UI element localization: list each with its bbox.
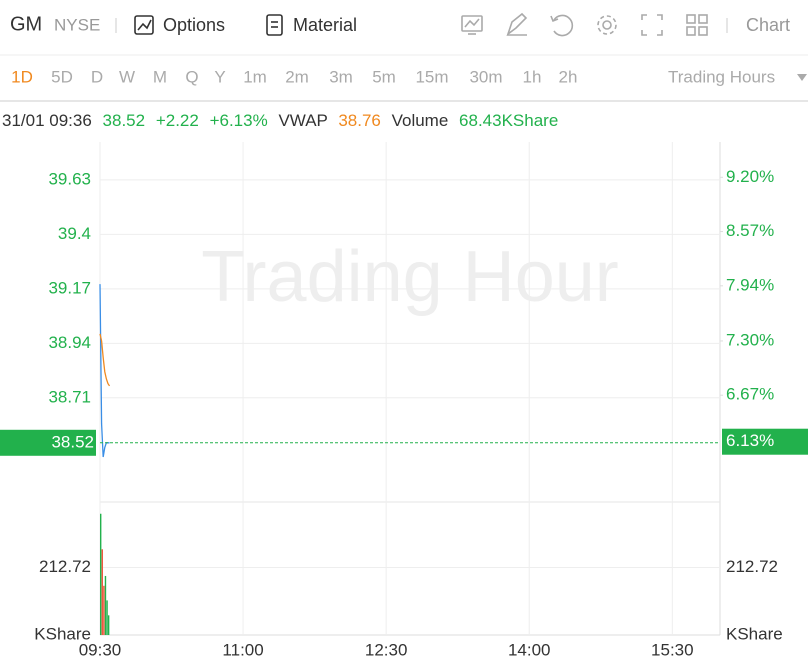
volume-bar (100, 513, 102, 635)
period-tab[interactable]: 2m (285, 67, 309, 86)
quote-time: 31/01 09:36 (2, 111, 92, 130)
period-tab[interactable]: 1D (11, 67, 33, 86)
period-tab[interactable]: 5m (372, 67, 396, 86)
vwap-value: 38.76 (338, 111, 381, 130)
y-tick-label: 39.63 (48, 169, 91, 188)
toolbar-icons[interactable] (461, 12, 708, 37)
volume-value: 68.43KShare (459, 111, 558, 130)
price-badge (0, 429, 96, 456)
quote-change: +2.22 (156, 111, 199, 130)
y2-tick-label: 8.57% (726, 221, 774, 240)
exchange: NYSE (54, 15, 100, 34)
tab[interactable]: Options (163, 15, 225, 35)
pct-badge (722, 428, 808, 455)
unit-label: KShare (726, 624, 783, 643)
period-tab[interactable]: 1m (243, 67, 267, 86)
period-tab[interactable]: D (91, 67, 103, 86)
volume-bar (101, 549, 103, 635)
period-tabs: 1D 5D D W M Q Y 1m 2m 3m 5m 15m 30m 1h 2h (11, 67, 577, 86)
period-tab[interactable]: W (119, 67, 135, 86)
x-tick-label: 12:30 (365, 640, 408, 659)
period-tab[interactable]: 30m (469, 67, 502, 86)
period-tab[interactable]: 5D (51, 67, 73, 86)
period-tab[interactable]: 1h (523, 67, 542, 86)
x-tick-label: 14:00 (508, 640, 551, 659)
volume-bar (104, 575, 107, 635)
y-tick-label: 39.4 (58, 224, 91, 243)
y-tick-label: 39.17 (48, 278, 91, 297)
period-tab[interactable]: 3m (329, 67, 353, 86)
symbol[interactable]: GM (10, 13, 42, 35)
chart: Trading Hour 09:30 11:00 12:30 14:00 15:30 38.… (0, 142, 808, 659)
period-tab[interactable]: Y (214, 67, 225, 86)
volume-bar (103, 585, 105, 635)
unit-label: KShare (34, 624, 91, 643)
options-icon (134, 15, 154, 35)
session-select[interactable]: Trading Hours (668, 67, 775, 86)
x-tick-label: 11:00 (222, 640, 263, 659)
price-line (99, 333, 111, 387)
quote-change-pct: +6.13% (210, 111, 268, 130)
y-tick-label: 212.72 (39, 557, 91, 576)
pct-badge-label: 6.13% (726, 431, 774, 450)
period-tab[interactable]: 15m (415, 67, 448, 86)
x-tick-label: 15:30 (651, 640, 694, 659)
period-tab[interactable]: Q (185, 67, 198, 86)
quote-line: 31/01 09:36 38.52 +2.22 +6.13% VWAP 38.7… (2, 111, 558, 130)
y2-tick-label: 212.72 (726, 557, 778, 576)
y2-tick-label: 6.67% (726, 385, 774, 404)
vwap-label: VWAP (278, 111, 327, 130)
y-tick-label: 38.94 (48, 333, 91, 352)
watermark: Trading Hour (201, 237, 619, 317)
volume-bar (107, 615, 110, 635)
volume-bar (106, 600, 108, 635)
x-tick-label: 09:30 (79, 640, 122, 659)
period-tab[interactable]: 2h (559, 67, 578, 86)
y-tick-label: 38.71 (48, 387, 91, 406)
material-icon (266, 14, 283, 36)
y2-tick-label: 7.94% (726, 275, 774, 294)
chart-menu[interactable]: Chart (746, 15, 790, 35)
y2-tick-label: 9.20% (726, 167, 774, 186)
period-tab[interactable]: M (153, 67, 167, 86)
dropdown-arrow (797, 74, 807, 81)
volume-label: Volume (392, 111, 449, 130)
quote-price: 38.52 (103, 111, 146, 130)
y2-tick-label: 7.30% (726, 330, 774, 349)
price-badge-label: 38.52 (51, 432, 94, 451)
tab[interactable]: Material (293, 15, 357, 35)
